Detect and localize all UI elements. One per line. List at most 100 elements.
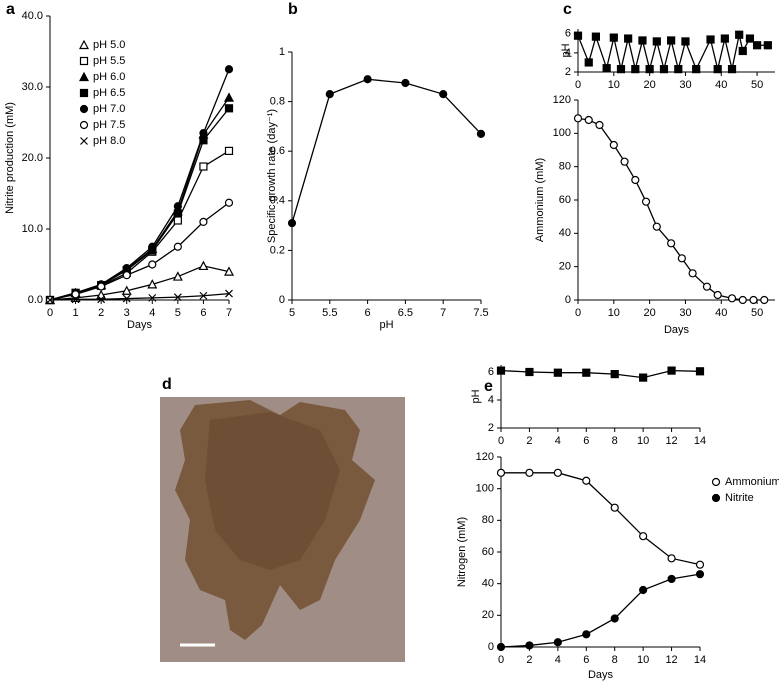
- y-tick-label: 60: [559, 194, 571, 206]
- marker: [573, 31, 583, 40]
- marker: [553, 468, 562, 477]
- legend-marker: [79, 39, 89, 50]
- x-tick-label: 4: [555, 435, 561, 447]
- marker: [225, 289, 233, 298]
- micrograph: [160, 397, 405, 662]
- x-tick-label: 12: [665, 435, 677, 447]
- marker: [735, 30, 744, 39]
- y-tick-label: 6: [565, 28, 571, 40]
- x-tick-label: 7.5: [473, 307, 488, 319]
- marker: [752, 41, 762, 50]
- x-tick-label: 2: [526, 435, 532, 447]
- marker: [122, 263, 131, 273]
- marker: [582, 476, 591, 485]
- marker: [199, 291, 208, 300]
- y-tick-label: 4: [488, 394, 494, 406]
- x-tick-label: 50: [751, 79, 763, 91]
- marker: [727, 65, 737, 74]
- marker: [624, 34, 633, 43]
- marker: [659, 65, 669, 74]
- marker: [122, 271, 131, 280]
- legend-marker: [79, 56, 89, 66]
- y-tick-label: 20: [559, 261, 571, 273]
- marker: [496, 468, 506, 477]
- marker: [476, 129, 486, 138]
- marker: [667, 36, 676, 45]
- marker: [224, 146, 234, 155]
- y-tick-label: 30.0: [22, 81, 43, 93]
- marker: [496, 366, 506, 375]
- x-tick-label: 4: [555, 654, 561, 666]
- marker: [46, 296, 54, 304]
- x-axis-label: Days: [588, 669, 614, 681]
- biofilm-core: [205, 412, 340, 570]
- y-tick-label: 80: [559, 161, 571, 173]
- marker: [674, 65, 683, 74]
- x-tick-label: 30: [679, 307, 691, 319]
- legend-label: pH 8.0: [93, 135, 125, 147]
- y-tick-label: 1: [279, 46, 285, 58]
- panel-label: b: [288, 1, 298, 18]
- marker: [631, 65, 640, 74]
- marker: [198, 260, 209, 271]
- y-tick-label: 20: [482, 609, 494, 621]
- y-tick-label: 80: [482, 514, 494, 526]
- x-tick-label: 5.5: [322, 307, 337, 319]
- y-axis-label: pH: [470, 389, 482, 403]
- marker: [172, 271, 183, 281]
- marker: [591, 32, 601, 41]
- y-tick-label: 120: [476, 451, 494, 463]
- x-tick-label: 4: [149, 307, 155, 319]
- marker: [609, 140, 618, 150]
- marker: [224, 266, 234, 276]
- marker: [688, 269, 697, 278]
- line: [577, 117, 765, 301]
- x-tick-label: 5: [175, 307, 181, 319]
- x-tick-label: 0: [575, 79, 581, 91]
- marker: [616, 65, 626, 74]
- marker: [173, 202, 182, 211]
- y-tick-label: 4: [565, 47, 571, 59]
- y-tick-label: 40: [559, 227, 571, 239]
- x-tick-label: 12: [665, 654, 677, 666]
- y-tick-label: 0: [488, 641, 494, 653]
- x-tick-label: 40: [715, 307, 727, 319]
- marker: [749, 295, 758, 305]
- x-tick-label: 0: [498, 654, 504, 666]
- marker: [439, 90, 448, 99]
- x-tick-label: 20: [644, 79, 656, 91]
- y-axis-label: pH: [560, 43, 572, 57]
- marker: [692, 65, 701, 74]
- y-tick-label: 120: [553, 94, 571, 106]
- marker: [763, 41, 772, 50]
- x-tick-label: 6: [365, 307, 371, 319]
- y-tick-label: 40: [482, 578, 494, 590]
- line: [501, 472, 701, 566]
- marker: [595, 120, 604, 130]
- x-tick-label: 14: [694, 435, 706, 447]
- y-tick-label: 2: [488, 422, 494, 434]
- marker: [582, 368, 591, 377]
- marker: [401, 78, 410, 88]
- line: [49, 202, 230, 301]
- line: [291, 78, 482, 224]
- panel-label: a: [6, 1, 15, 18]
- y-tick-label: 0.4: [270, 195, 285, 207]
- x-axis-label: pH: [379, 319, 393, 331]
- marker: [610, 503, 619, 512]
- panel-label: e: [484, 378, 493, 395]
- x-tick-label: 14: [694, 654, 706, 666]
- marker: [702, 282, 712, 291]
- x-tick-label: 2: [526, 654, 532, 666]
- marker: [652, 222, 661, 231]
- marker: [553, 368, 562, 377]
- marker: [71, 290, 80, 299]
- marker: [620, 157, 629, 166]
- marker: [584, 115, 593, 125]
- legend-marker: [79, 71, 89, 82]
- x-axis-label: Days: [127, 319, 153, 331]
- x-tick-label: 6: [583, 654, 589, 666]
- legend-label: pH 5.0: [93, 39, 125, 51]
